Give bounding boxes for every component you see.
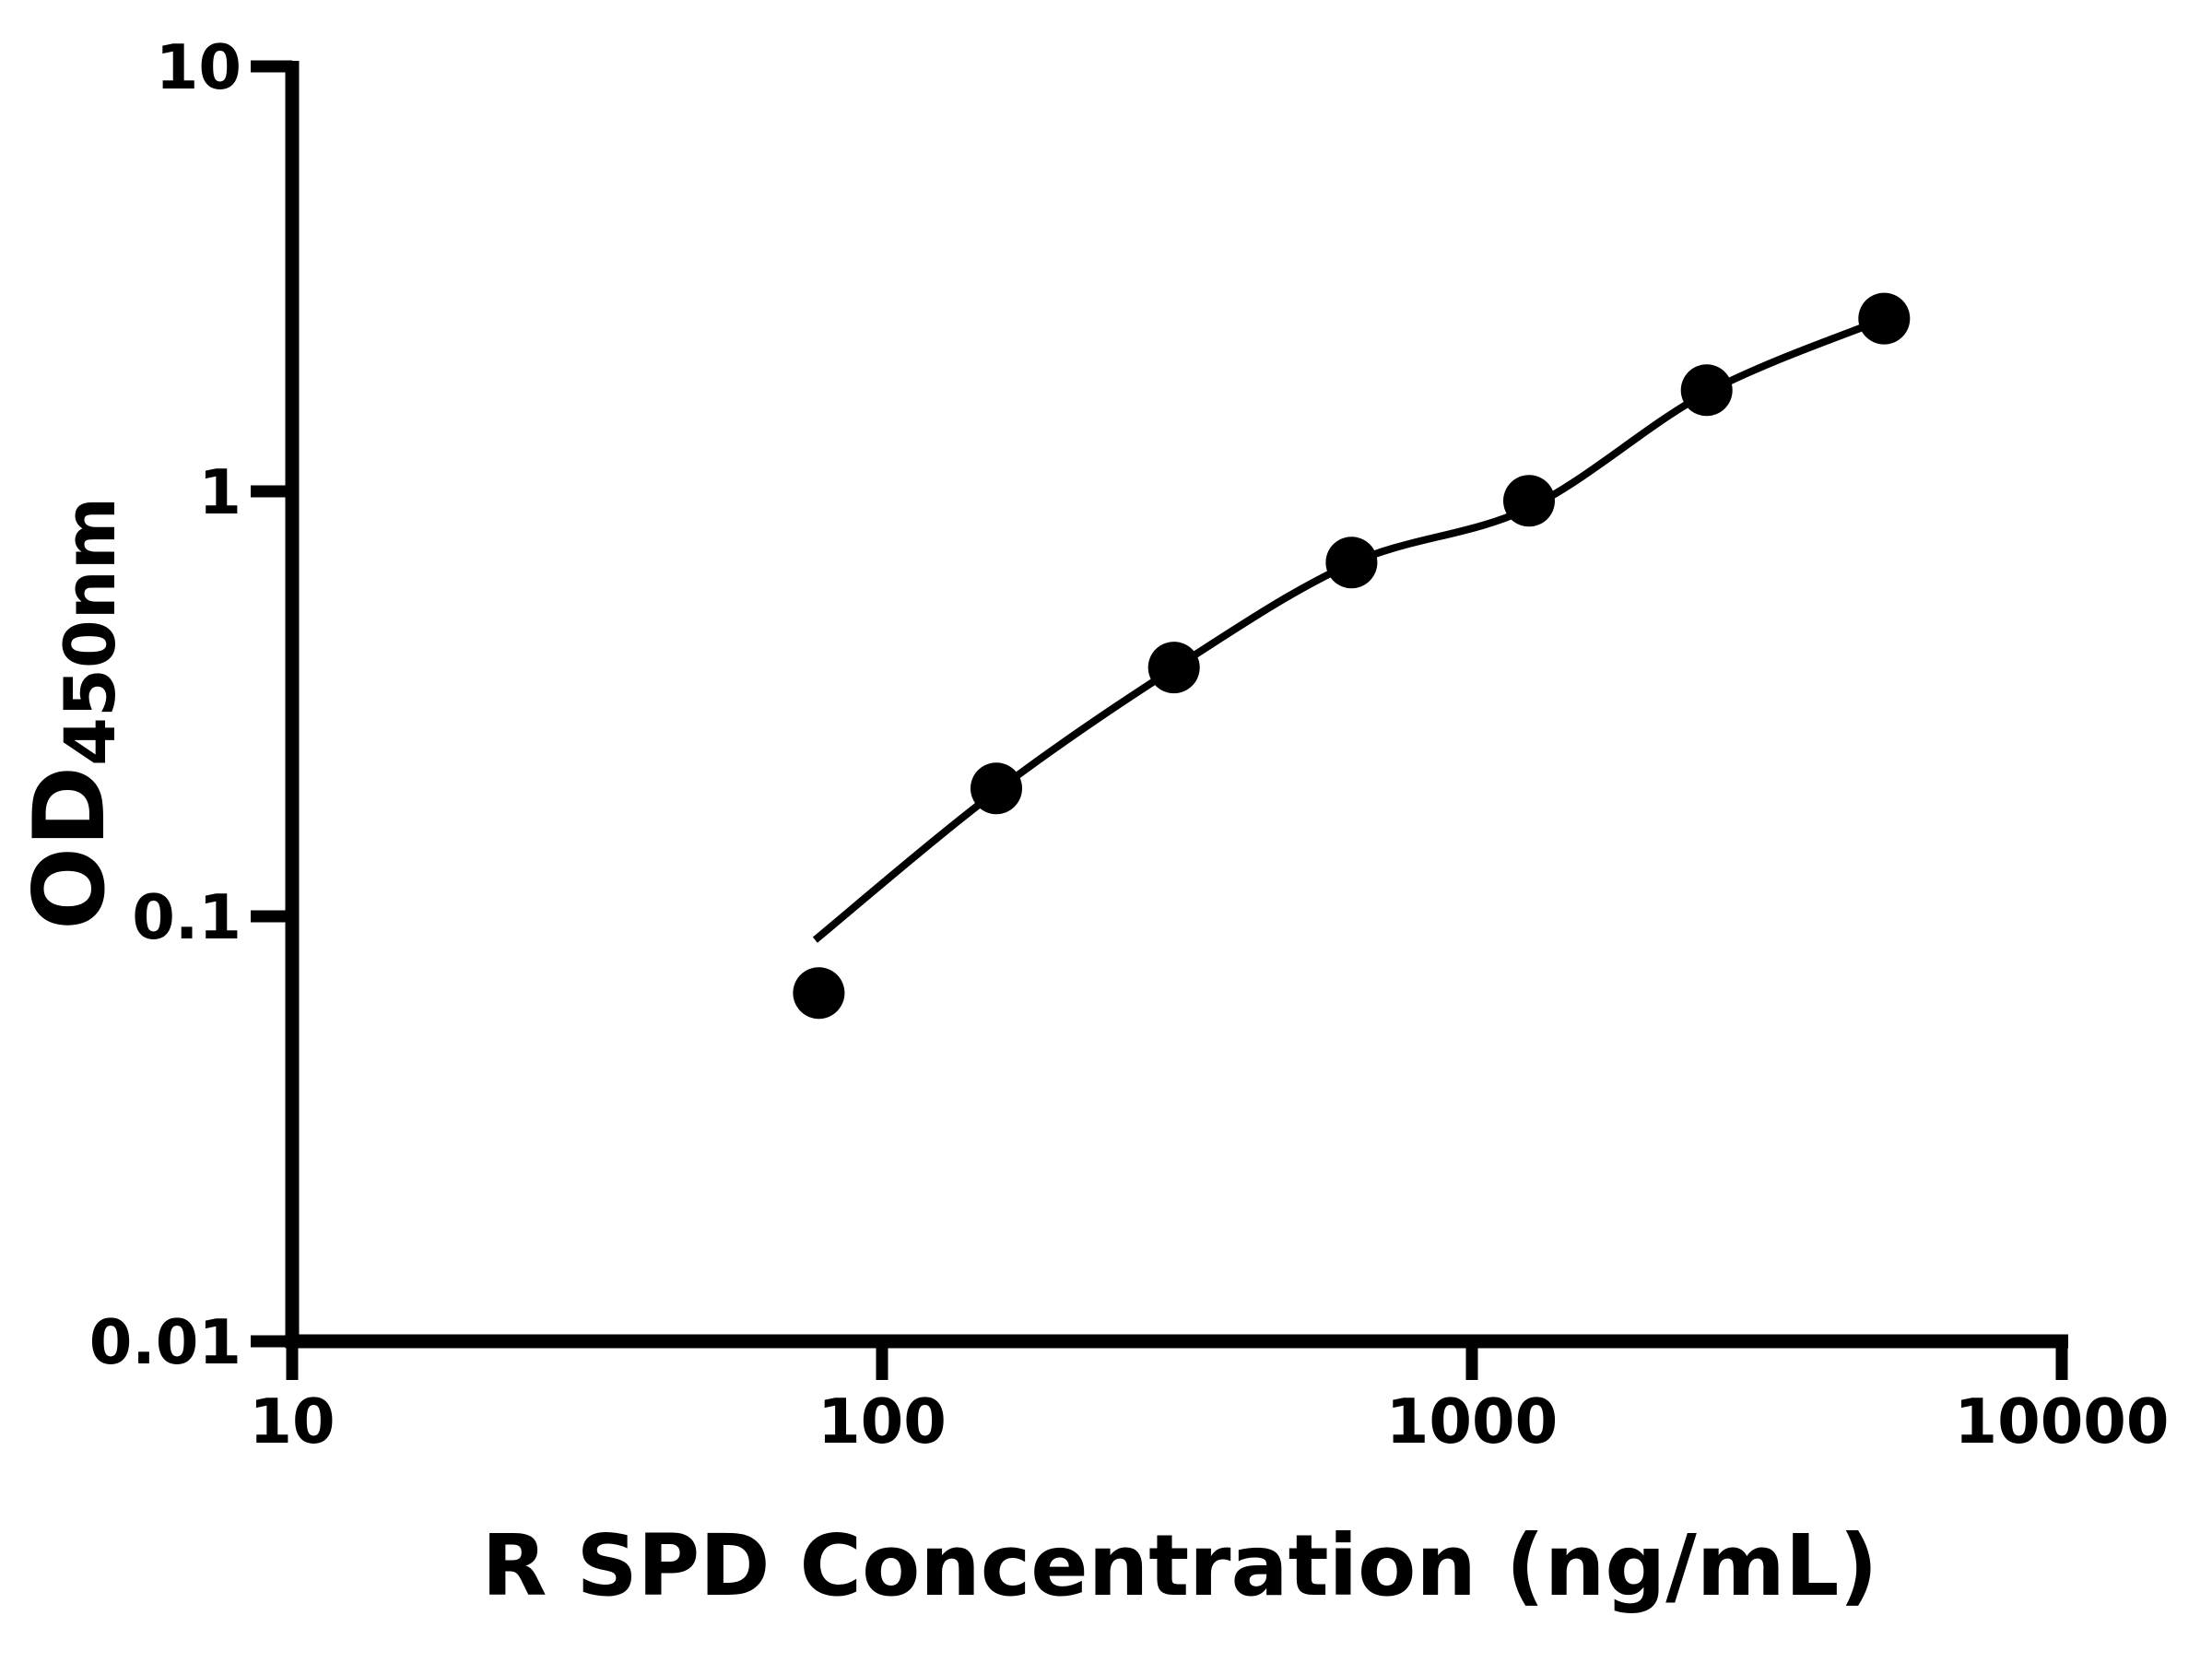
data-point (1858, 292, 1911, 345)
fit-curve (812, 315, 1886, 943)
x-tick-label: 10 (249, 1386, 335, 1457)
data-point (1680, 364, 1733, 417)
y-tick-label: 1 (198, 456, 241, 528)
y-axis-title-subscript: 450nm (49, 497, 131, 766)
data-point (1325, 537, 1378, 589)
y-tick-label: 10 (156, 31, 241, 103)
data-point (1147, 642, 1200, 694)
x-tick-label: 1000 (1386, 1386, 1558, 1457)
data-point (971, 762, 1022, 815)
x-tick-label: 10000 (1954, 1386, 2169, 1457)
data-point (793, 967, 845, 1020)
point-layer (793, 292, 1911, 1020)
axes-layer (285, 61, 2068, 1349)
data-point (1503, 475, 1555, 527)
curve-layer (812, 315, 1886, 943)
x-tick-label: 100 (818, 1386, 947, 1457)
y-tick-label: 0.01 (89, 1306, 241, 1378)
x-axis-title: R SPD Concentration (ng/mL) (482, 1516, 1878, 1615)
y-tick-label: 0.1 (132, 881, 241, 953)
y-axis-title-main: OD (13, 766, 126, 930)
y-axis-title: OD450nm (13, 497, 131, 930)
axis-spine (285, 61, 2068, 1349)
